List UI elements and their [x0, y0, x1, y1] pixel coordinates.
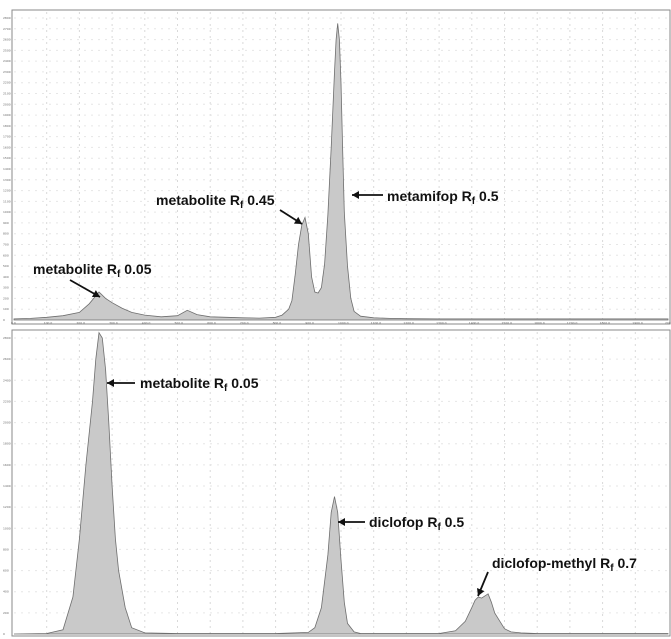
y-tick-label: 800 [3, 232, 9, 236]
x-tick-label: 1900.0 [632, 321, 643, 325]
x-tick-label: 400.0 [142, 321, 151, 325]
y-tick-label: 2800 [3, 336, 11, 340]
y-tick-label: 2400 [3, 59, 11, 63]
chromatogram-trace [13, 23, 669, 321]
y-tick-label: 1400 [3, 167, 11, 171]
y-tick-label: 2600 [3, 38, 11, 42]
peak-annotation-label: metabolite Rf 0.45 [156, 192, 275, 211]
x-tick-label: 800.0 [273, 321, 282, 325]
annotation-arrowhead [293, 216, 302, 224]
peak-annotation-label: metamifop Rf 0.5 [387, 188, 499, 207]
x-tick-label: 1400.0 [469, 321, 480, 325]
chromatogram-trace [13, 331, 669, 635]
y-tick-label: 1200 [3, 505, 11, 509]
y-tick-label: 800 [3, 547, 9, 551]
x-tick-label: 1600.0 [534, 321, 545, 325]
y-tick-label: 400 [3, 590, 9, 594]
y-tick-label: 1000 [3, 526, 11, 530]
x-tick-label: 1000.0 [338, 321, 349, 325]
x-tick-label: 100.0 [44, 321, 53, 325]
annotation-arrowhead [107, 379, 114, 387]
y-tick-label: 1000 [3, 210, 11, 214]
y-tick-label: 2500 [3, 48, 11, 52]
y-tick-label: 1200 [3, 189, 11, 193]
y-tick-label: 2800 [3, 16, 11, 20]
x-tick-label: 1700.0 [567, 321, 578, 325]
annotation-arrowhead [91, 290, 100, 298]
bottom-panel: 0 200 400 600 800 1000 1200 1400 1600 1800 2000 220… [3, 329, 671, 637]
x-tick-label: 200.0 [76, 321, 85, 325]
y-tick-label: 600 [3, 569, 9, 573]
x-tick-label: 900.0 [305, 321, 314, 325]
y-tick-label: 2300 [3, 70, 11, 74]
y-tick-label: 1400 [3, 484, 11, 488]
y-tick-label: 200 [3, 296, 9, 300]
x-tick-label: 1500.0 [502, 321, 513, 325]
y-tick-label: 1800 [3, 442, 11, 446]
y-tick-label: 2400 [3, 378, 11, 382]
x-tick-label: 2000.0 [665, 321, 671, 325]
peak-annotation-label: metabolite Rf 0.05 [140, 375, 259, 394]
y-tick-label: 100 [3, 307, 9, 311]
annotation-arrowhead [352, 191, 359, 199]
x-tick-label: 500.0 [175, 321, 184, 325]
y-tick-label: 2200 [3, 399, 11, 403]
peak-annotation-label: diclofop Rf 0.5 [369, 514, 464, 533]
y-tick-label: 300 [3, 286, 9, 290]
peak-annotation-label: diclofop-methyl Rf 0.7 [492, 555, 637, 574]
y-tick-label: 200 [3, 611, 9, 615]
y-tick-label: 1300 [3, 178, 11, 182]
y-tick-label: 700 [3, 243, 9, 247]
y-tick-label: 1700 [3, 135, 11, 139]
annotation-arrowhead [477, 588, 485, 596]
annotation-arrowhead [338, 518, 345, 526]
y-tick-label: 2100 [3, 92, 11, 96]
y-tick-label: 900 [3, 221, 9, 225]
x-tick-label: 1200.0 [403, 321, 414, 325]
x-tick-label: 0.0 [11, 321, 16, 325]
y-tick-label: 2600 [3, 357, 11, 361]
x-tick-label: 1100.0 [371, 321, 382, 325]
x-tick-label: 1800.0 [600, 321, 611, 325]
y-tick-label: 2700 [3, 27, 11, 31]
y-tick-label: 1100 [3, 199, 11, 203]
y-tick-label: 600 [3, 253, 9, 257]
y-tick-label: 1600 [3, 145, 11, 149]
y-tick-label: 400 [3, 275, 9, 279]
top-panel: 0 100 200 300 400 500 600 700 800 900 1000 1100 1200… [3, 9, 671, 325]
y-tick-label: 1900 [3, 113, 11, 117]
y-tick-label: 0 [3, 318, 5, 322]
y-tick-label: 1600 [3, 463, 11, 467]
y-tick-label: 500 [3, 264, 9, 268]
x-tick-label: 1300.0 [436, 321, 447, 325]
y-tick-label: 1800 [3, 124, 11, 128]
y-tick-label: 2000 [3, 421, 11, 425]
peak-annotation-label: metabolite Rf 0.05 [33, 261, 152, 280]
y-tick-label: 2000 [3, 102, 11, 106]
x-tick-label: 300.0 [109, 321, 118, 325]
y-tick-label: 1500 [3, 156, 11, 160]
x-tick-label: 700.0 [240, 321, 249, 325]
y-tick-label: 2200 [3, 81, 11, 85]
y-tick-label: 0 [3, 632, 5, 636]
x-tick-label: 600.0 [207, 321, 216, 325]
